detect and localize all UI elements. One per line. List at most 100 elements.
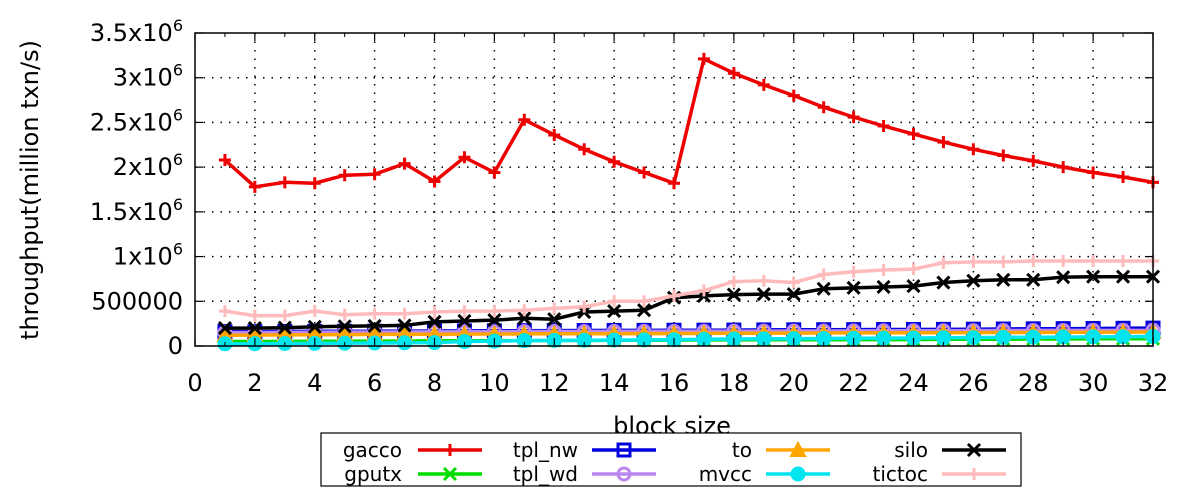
data-point-tictoc	[518, 304, 531, 317]
data-point-gacco	[428, 175, 441, 188]
data-point-silo	[1115, 269, 1131, 284]
data-point-tictoc	[697, 284, 710, 297]
legend-label: mvcc	[699, 462, 752, 486]
x-tick-label: 20	[778, 369, 809, 397]
data-point-tictoc	[338, 308, 351, 321]
legend-label: gacco	[343, 438, 402, 462]
data-point-silo	[1026, 272, 1041, 287]
data-point-gacco	[488, 166, 501, 179]
x-tick-label: 10	[479, 369, 510, 397]
series-line-tictoc	[224, 259, 1153, 318]
grid-lines	[195, 33, 1153, 346]
data-point-tictoc	[877, 263, 890, 276]
y-tick-label-exponent: 6	[173, 195, 183, 214]
legend-marker	[616, 466, 632, 482]
x-tick-label: 0	[187, 369, 202, 397]
legend-item-tictoc: tictoc	[873, 462, 1006, 486]
y-tick-label: 3.5x106	[90, 16, 183, 47]
data-point-gacco	[278, 176, 291, 189]
series-layer	[216, 52, 1162, 352]
data-point-silo	[786, 287, 801, 302]
data-point-silo	[247, 321, 262, 336]
x-tick-label: 30	[1078, 369, 1109, 397]
legend-item-silo: silo	[894, 438, 1006, 462]
data-point-silo	[876, 279, 891, 295]
y-tick-label-exponent: 6	[173, 105, 183, 124]
data-point-gacco	[398, 157, 411, 170]
data-point-gacco	[727, 67, 740, 80]
data-point-gacco	[578, 143, 591, 156]
data-point-silo	[337, 319, 352, 334]
data-point-gacco	[757, 78, 770, 91]
y-tick-label: 2.5x106	[90, 105, 183, 136]
data-point-tictoc	[907, 263, 920, 276]
series-tictoc	[218, 255, 1159, 322]
x-tick-label: 32	[1138, 369, 1169, 397]
data-point-mvcc	[636, 332, 652, 348]
series-line-silo	[224, 274, 1153, 330]
legend-marker	[616, 442, 632, 458]
data-point-gacco	[817, 101, 830, 114]
data-point-silo	[457, 313, 472, 329]
legend-item-tpl_nw: tpl_nw	[513, 438, 656, 462]
data-point-gacco	[338, 169, 351, 182]
x-tick-label: 2	[247, 369, 262, 397]
x-tick-label: 6	[367, 369, 382, 397]
data-point-gacco	[218, 153, 231, 166]
data-point-silo	[846, 280, 861, 295]
tick-labels: 05000001x1061.5x1062x1062.5x1063x1063.5x…	[90, 16, 1168, 397]
series-mvcc	[217, 329, 1161, 352]
y-tick-label-exponent: 6	[173, 150, 183, 169]
data-point-gacco	[1087, 166, 1100, 179]
x-tick-label: 4	[307, 369, 322, 397]
y-tick-label-text: 1.5x10	[90, 198, 173, 226]
data-point-gacco	[1117, 170, 1130, 183]
data-point-gacco	[518, 113, 531, 126]
data-point-gacco	[847, 111, 860, 124]
legend-item-tpl_wd: tpl_wd	[513, 462, 656, 486]
data-point-tictoc	[398, 307, 411, 320]
data-point-silo	[397, 318, 412, 333]
data-point-silo	[307, 319, 322, 334]
y-tick-label: 1.5x106	[90, 195, 183, 226]
data-point-tictoc	[668, 289, 680, 302]
x-tick-label: 24	[898, 369, 929, 397]
data-point-tictoc	[638, 295, 651, 308]
data-point-gacco	[787, 89, 800, 102]
legend-label: gputx	[344, 462, 402, 486]
data-point-silo	[726, 287, 741, 302]
x-tick-label: 8	[427, 369, 442, 397]
data-point-tictoc	[368, 307, 381, 320]
legend-marker	[790, 466, 806, 482]
data-point-tictoc	[218, 305, 231, 318]
y-tick-label: 2x106	[113, 150, 183, 181]
data-point-silo	[607, 304, 622, 319]
data-point-mvcc	[1055, 329, 1071, 345]
data-point-mvcc	[516, 333, 532, 349]
data-point-tictoc	[548, 302, 561, 315]
data-point-tictoc	[1057, 255, 1070, 268]
data-point-tictoc	[1027, 255, 1040, 268]
data-point-tictoc	[937, 256, 950, 269]
data-point-tictoc	[967, 255, 980, 268]
legend-item-mvcc: mvcc	[699, 462, 830, 486]
y-tick-label: 1x106	[113, 240, 183, 271]
data-point-gacco	[668, 177, 680, 190]
data-point-tictoc	[787, 276, 800, 289]
data-point-tictoc	[1117, 255, 1130, 268]
data-point-silo	[936, 275, 951, 290]
x-tick-label: 14	[599, 369, 630, 397]
data-point-gacco	[638, 166, 651, 179]
legend-label: tpl_wd	[513, 462, 578, 486]
y-tick-label-text: 500000	[91, 287, 183, 315]
data-point-silo	[1056, 270, 1071, 285]
data-point-tictoc	[458, 305, 471, 318]
data-point-silo	[906, 279, 921, 294]
data-point-tictoc	[727, 275, 740, 288]
data-point-tictoc	[757, 274, 770, 287]
legend-box	[320, 432, 1022, 487]
x-tick-label: 28	[1018, 369, 1049, 397]
x-tick-label: 16	[659, 369, 690, 397]
